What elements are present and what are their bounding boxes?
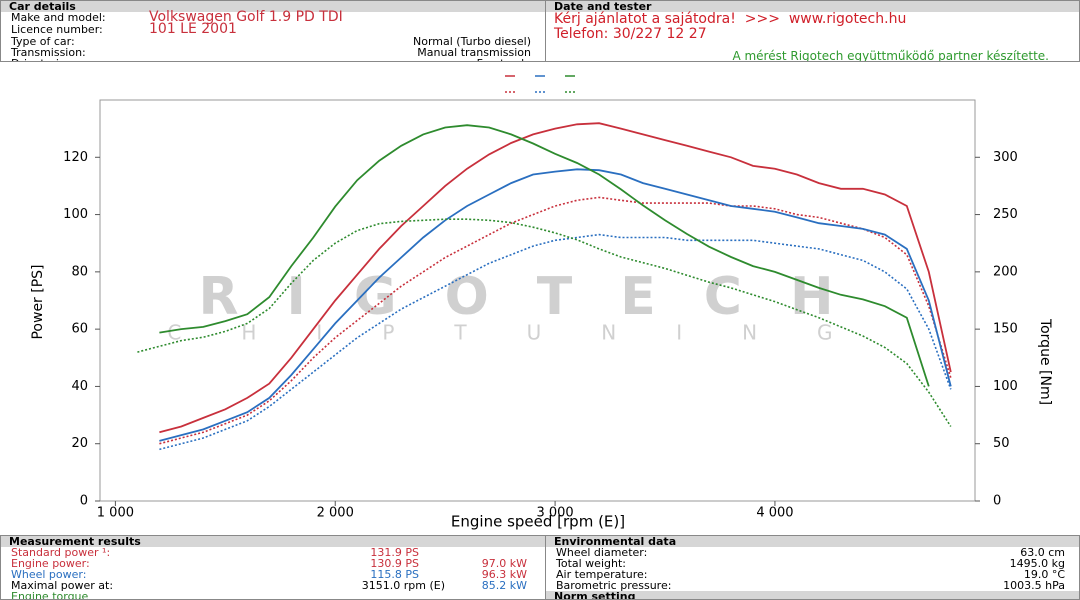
value: 96.3 kW <box>481 568 527 581</box>
x-axis-label: Engine speed [rpm (E)] <box>451 513 625 531</box>
env-row: Air temperature: 19.0 °C <box>546 569 1079 580</box>
plot-area <box>99 99 976 502</box>
tester-line: A mérést Rigotech együttműködő partner k… <box>732 49 1049 62</box>
value: 115.8 PS <box>370 568 419 581</box>
value: 131.9 PS <box>370 546 419 559</box>
series-line <box>159 196 952 445</box>
y-axis-label: Power [PS] <box>30 264 46 339</box>
result-row: Engine torque328.8 Nm <box>1 590 545 600</box>
panel-title: Norm setting <box>546 591 1079 599</box>
value: 3151.0 rpm (E) <box>361 579 445 592</box>
env-row: Barometric pressure: 1003.5 hPa <box>546 580 1079 591</box>
label: Engine power: <box>11 557 90 570</box>
y2-tick-label: 150 <box>993 322 1018 337</box>
y-tick-label: 120 <box>63 150 88 165</box>
label: Barometric pressure: <box>556 579 672 592</box>
series-line <box>137 218 952 427</box>
x-tick-label: 2 000 <box>317 506 354 521</box>
label: Total weight: <box>556 557 626 570</box>
panel-title: Date and tester <box>546 1 1079 12</box>
y2-tick-label: 300 <box>993 150 1018 165</box>
info-row: Make and model: Volkswagen Golf 1.9 PD TD… <box>1 9 545 25</box>
environment-panel: Environmental data Wheel diameter: 63.0 c… <box>545 535 1080 600</box>
panel-title: Measurement results <box>1 536 545 547</box>
value: 85.2 kW <box>481 579 527 592</box>
x-tick-label: 3 000 <box>536 506 573 521</box>
result-row: Wheel power: 115.8 PS 85.2 kW <box>1 568 545 591</box>
info-row: Type of car: Normal (Turbo diesel) <box>1 36 545 47</box>
value: Front axle <box>477 58 531 61</box>
tester-line: Kérj ajánlatot a sajátodra! >>> www.rigo… <box>554 11 907 27</box>
x-tick-label: 1 000 <box>97 506 134 521</box>
result-row: Standard power ¹: 131.9 PS 97.0 kW <box>1 546 545 569</box>
series-line <box>159 233 952 451</box>
label: Wheel power: <box>11 568 87 581</box>
label: Engine torque <box>11 590 89 600</box>
y-tick-label: 40 <box>71 379 88 394</box>
info-row: Transmission: Manual transmission <box>1 47 545 58</box>
watermark-sub: CHIPTUNING <box>167 321 892 345</box>
series-line <box>159 124 930 387</box>
y2-tick-label: 250 <box>993 207 1018 222</box>
y-tick-label: 100 <box>63 207 88 222</box>
series-line <box>159 122 952 434</box>
value: 101 LE 2001 <box>149 21 237 37</box>
y2-tick-label: 50 <box>993 436 1010 451</box>
value: 97.0 kW <box>481 557 527 570</box>
label: Standard power ¹: <box>11 546 111 559</box>
value: Volkswagen Golf 1.9 PD TDI <box>149 9 343 25</box>
label: Air temperature: <box>556 568 648 581</box>
label: Make and model: <box>11 11 106 24</box>
label: Type of car: <box>11 35 75 48</box>
value: 63.0 cm <box>1020 546 1065 559</box>
y-tick-label: 0 <box>80 494 88 509</box>
label: Maximal power at: <box>11 579 114 592</box>
y-tick-label: 20 <box>71 436 88 451</box>
y2-tick-label: 200 <box>993 264 1018 279</box>
env-row: Total weight: 1495.0 kg <box>546 558 1079 569</box>
env-row: Wheel diameter: 63.0 cm <box>546 547 1079 558</box>
tester-line: Telefon: 30/227 12 27 <box>554 26 707 42</box>
info-row: Licence number: 101 LE 2001 <box>1 21 545 37</box>
car-details-panel: Car details Make and model: Volkswagen Go… <box>0 0 546 62</box>
value: 130.9 PS <box>370 557 419 570</box>
result-row: Engine power: 130.9 PS 96.3 kW <box>1 557 545 580</box>
label: Drivetrain: <box>11 57 70 61</box>
x-tick-label: 4 000 <box>756 506 793 521</box>
value: 1003.5 hPa <box>1003 579 1065 592</box>
series-line <box>159 168 952 442</box>
panel-title: Environmental data <box>546 536 1079 547</box>
value: Normal (Turbo diesel) <box>413 35 531 48</box>
measurement-panel: Measurement results Standard power ¹: 131… <box>0 535 546 600</box>
result-row: Maximal power at: 3151.0 rpm (E) <box>1 580 545 591</box>
y2-tick-label: 100 <box>993 379 1018 394</box>
y2-tick-label: 0 <box>993 494 1001 509</box>
watermark: RIGOTECH <box>199 267 882 327</box>
y2-axis-label: Torque [Nm] <box>1037 318 1053 405</box>
value: 1495.0 kg <box>1009 557 1065 570</box>
y-tick-label: 60 <box>71 322 88 337</box>
date-tester-panel: Date and tester Kérj ajánlatot a sajátod… <box>545 0 1080 62</box>
label: Wheel diameter: <box>556 546 648 559</box>
label: Licence number: <box>11 23 103 36</box>
value: 19.0 °C <box>1023 568 1065 581</box>
panel-title: Car details <box>1 1 545 12</box>
info-row: Drivetrain: Front axle <box>1 57 545 61</box>
y-tick-label: 80 <box>71 264 88 279</box>
label: Transmission: <box>11 46 86 59</box>
value: Manual transmission <box>417 46 531 59</box>
